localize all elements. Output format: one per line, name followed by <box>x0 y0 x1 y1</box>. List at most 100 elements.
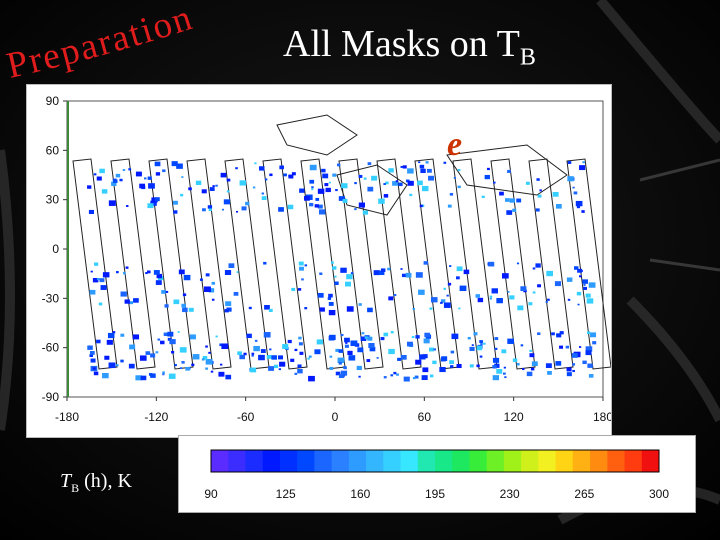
mask-point <box>220 363 223 366</box>
mask-point <box>577 268 583 273</box>
mask-point <box>340 267 347 273</box>
mask-point <box>225 374 232 380</box>
mask-point <box>469 346 475 352</box>
mask-point <box>358 202 365 208</box>
svg-text:Preparation: Preparation <box>3 0 199 87</box>
mask-point <box>239 180 247 186</box>
mask-point <box>248 306 252 310</box>
coastline <box>276 114 358 156</box>
mask-point <box>441 356 448 362</box>
mask-point <box>221 208 224 211</box>
mask-point <box>233 291 239 296</box>
mask-point <box>469 364 474 368</box>
mask-point <box>535 208 540 212</box>
colorbar-cell <box>521 450 539 472</box>
mask-point <box>235 167 238 170</box>
mask-point <box>520 286 527 292</box>
swath-outline <box>338 158 384 370</box>
mask-point <box>364 336 368 339</box>
mask-point <box>179 367 183 369</box>
mask-point <box>583 284 586 286</box>
colorbar-cell <box>641 450 660 472</box>
mask-point <box>101 189 108 194</box>
mask-point <box>537 332 541 336</box>
mask-point <box>376 357 379 359</box>
mask-point <box>330 261 334 264</box>
mask-point <box>208 351 211 354</box>
mask-point <box>209 187 215 191</box>
mask-point <box>139 355 147 361</box>
mask-point <box>99 168 105 174</box>
mask-point <box>338 361 342 365</box>
mask-point <box>509 198 516 203</box>
mask-point <box>337 357 345 364</box>
mask-point <box>480 343 483 346</box>
mask-point <box>507 169 511 173</box>
mask-point <box>115 173 121 178</box>
mask-point <box>181 176 184 178</box>
mask-point <box>246 333 252 339</box>
mask-point <box>357 347 364 353</box>
mask-point <box>140 375 147 381</box>
mask-point <box>559 345 564 349</box>
mask-point <box>104 355 110 360</box>
mask-point <box>317 292 324 298</box>
mask-point <box>439 366 446 373</box>
mask-point <box>269 348 272 351</box>
mask-point <box>135 375 142 381</box>
arc-title-text: Preparation <box>3 0 197 87</box>
mask-point <box>346 306 354 312</box>
mask-point <box>367 336 373 341</box>
coastline <box>446 144 568 196</box>
mask-point <box>318 209 326 215</box>
mask-point <box>517 305 524 311</box>
colorbar-cell <box>245 450 264 472</box>
mask-point <box>317 188 325 194</box>
mask-point <box>369 346 376 352</box>
mask-point <box>92 278 99 283</box>
mask-point <box>263 261 267 265</box>
mask-point <box>120 333 125 337</box>
mask-point <box>163 332 169 337</box>
mask-point <box>225 301 232 307</box>
mask-point <box>278 355 284 360</box>
x-tick-label: 60 <box>418 410 432 424</box>
mask-point <box>177 331 180 333</box>
mask-point <box>324 183 329 187</box>
mask-point <box>516 262 520 265</box>
mask-point <box>171 350 175 354</box>
mask-point <box>165 290 169 293</box>
mask-point <box>282 344 289 349</box>
mask-point <box>182 307 188 313</box>
mask-point <box>457 185 461 189</box>
mask-point <box>383 194 389 198</box>
mask-point <box>203 286 211 293</box>
mask-point <box>160 340 165 345</box>
colorbar-cell <box>555 450 574 472</box>
mask-point <box>212 185 215 188</box>
mask-point <box>120 359 124 363</box>
mask-point <box>585 293 591 298</box>
mask-point <box>456 276 460 280</box>
mask-point <box>123 272 126 275</box>
mask-point <box>484 174 490 180</box>
mask-point <box>243 352 247 356</box>
mask-point <box>571 353 578 358</box>
mask-point <box>308 375 315 382</box>
mask-point <box>443 161 447 164</box>
mask-point <box>297 288 302 291</box>
satellite-swaths <box>72 114 611 370</box>
mask-point <box>585 350 592 356</box>
mask-point <box>148 373 153 376</box>
mask-point <box>278 368 281 371</box>
mask-point <box>171 161 178 167</box>
mask-point <box>297 369 303 374</box>
x-tick-label: -60 <box>237 410 255 424</box>
mask-point <box>223 199 231 205</box>
mask-point <box>89 289 96 295</box>
colorbar-tick-label: 125 <box>276 487 296 501</box>
mask-point <box>367 162 372 166</box>
mask-point <box>202 356 208 360</box>
mask-point <box>420 168 426 174</box>
mask-point <box>506 210 513 215</box>
